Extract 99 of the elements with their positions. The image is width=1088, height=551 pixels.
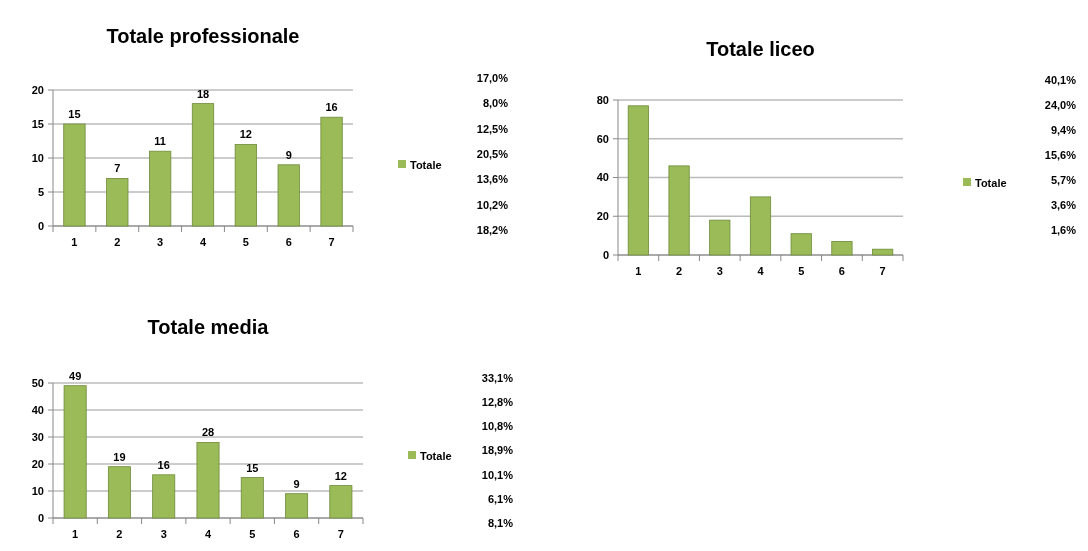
x-tick-label: 5 (798, 265, 805, 277)
text: 15,6% (1044, 148, 1077, 161)
x-tick-label: 3 (157, 236, 164, 248)
y-tick-label: 0 (602, 248, 609, 261)
data-label: 18 (196, 87, 210, 100)
data-label: 15 (246, 461, 259, 474)
bar (191, 103, 215, 227)
text: 8,0% (482, 97, 509, 110)
text: 9,4% (1050, 123, 1077, 136)
text: 18,9% (481, 444, 514, 457)
x-tick-label: 4 (757, 265, 765, 277)
bar (240, 477, 264, 519)
legend-label: Totale (975, 176, 1007, 189)
chart-title: Totale liceo (706, 38, 815, 60)
y-tick-label: 20 (31, 83, 44, 96)
text: 40,1% (1044, 73, 1077, 86)
x-tick-label: 2 (116, 528, 123, 540)
text: 10,8% (481, 420, 514, 433)
text: 10,1% (481, 468, 514, 481)
data-label: 12 (239, 128, 252, 141)
y-tick-label: 30 (31, 430, 44, 443)
y-tick-label: 40 (596, 171, 609, 184)
text: 33,1% (481, 371, 514, 384)
y-tick-label: 50 (31, 376, 44, 389)
bar (285, 493, 309, 519)
data-label: 12 (334, 469, 347, 482)
text: 3,6% (1050, 198, 1077, 211)
data-label: 28 (201, 426, 215, 439)
bar (831, 241, 853, 256)
bar (668, 165, 690, 256)
bar (627, 105, 649, 256)
y-tick-label: 5 (37, 185, 44, 198)
y-tick-label: 15 (31, 117, 44, 130)
x-tick-label: 6 (838, 265, 845, 277)
data-label: 9 (293, 477, 300, 490)
bar (872, 248, 894, 256)
text: 1,6% (1050, 223, 1077, 236)
chart-title: Totale professionale (106, 25, 300, 47)
bar (106, 178, 129, 227)
x-tick-label: 2 (676, 265, 683, 277)
text: 13,6% (476, 173, 509, 186)
data-label: 16 (157, 458, 170, 471)
data-label: 9 (285, 148, 292, 161)
text: 6,1% (487, 492, 514, 505)
text: 24,0% (1044, 98, 1077, 111)
y-tick-label: 40 (31, 403, 44, 416)
data-label: 11 (154, 135, 166, 148)
y-tick-label: 60 (596, 132, 609, 145)
bar (234, 144, 257, 227)
bar (196, 442, 220, 519)
bar (107, 466, 131, 519)
x-tick-label: 6 (293, 528, 300, 540)
x-tick-label: 7 (328, 236, 335, 248)
bar (329, 485, 353, 519)
text: 10,2% (476, 198, 509, 211)
x-tick-label: 4 (204, 528, 212, 540)
y-tick-label: 80 (596, 93, 609, 106)
bar (320, 116, 343, 227)
text: 20,5% (476, 147, 509, 160)
text: 18,2% (476, 223, 509, 236)
x-tick-label: 3 (160, 528, 167, 540)
data-label: 16 (325, 101, 338, 114)
x-tick-label: 1 (72, 528, 79, 540)
bar (790, 233, 812, 256)
x-tick-label: 7 (879, 265, 886, 277)
y-tick-label: 20 (31, 457, 44, 470)
data-label: 7 (114, 162, 121, 175)
text: 8,1% (487, 516, 514, 529)
text: 5,7% (1050, 173, 1077, 186)
x-tick-label: 1 (71, 236, 78, 248)
x-tick-label: 3 (716, 265, 723, 277)
data-label: 19 (113, 450, 126, 463)
x-tick-label: 6 (285, 236, 292, 248)
bar (277, 164, 300, 227)
x-tick-label: 2 (114, 236, 121, 248)
text: 12,8% (481, 396, 514, 409)
bar (749, 196, 772, 256)
y-tick-label: 20 (596, 210, 609, 223)
legend-label: Totale (420, 449, 452, 462)
bar (152, 474, 176, 519)
chart-title: Totale media (147, 316, 270, 338)
bar (63, 385, 87, 519)
data-label: 15 (68, 108, 81, 120)
x-tick-label: 4 (199, 236, 207, 248)
bar (149, 150, 172, 227)
text: 17,0% (476, 71, 509, 84)
bar (709, 219, 731, 256)
data-label: 49 (69, 369, 82, 382)
text: 12,5% (476, 122, 509, 135)
y-tick-label: 0 (37, 511, 44, 524)
y-tick-label: 0 (37, 219, 44, 232)
legend-label: Totale (410, 158, 442, 171)
y-tick-label: 10 (31, 151, 44, 164)
x-tick-label: 1 (635, 265, 642, 277)
x-tick-label: 5 (242, 236, 249, 248)
y-tick-label: 10 (31, 484, 44, 497)
x-tick-label: 7 (337, 528, 344, 540)
bar (63, 123, 86, 227)
x-tick-label: 5 (249, 528, 256, 540)
